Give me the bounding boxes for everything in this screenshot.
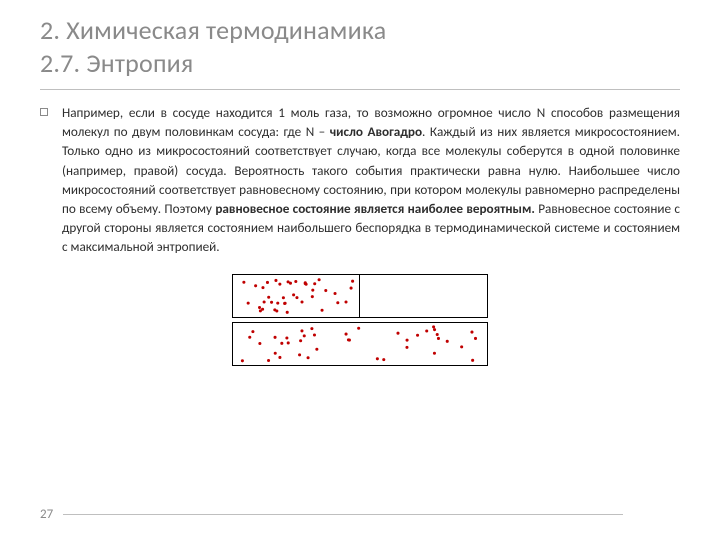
body: Например, если в сосуде находится 1 моль… — [40, 103, 680, 366]
footer: 27 — [40, 507, 623, 522]
slide: 2. Химическая термодинамика 2.7. Энтропи… — [0, 0, 720, 540]
para-bold-2: равновесное состояние является наиболее … — [215, 200, 535, 217]
para-bold-1: число Авогадро — [330, 123, 422, 140]
bullet-square-icon — [40, 108, 48, 116]
figure-box-bottom — [232, 322, 488, 366]
body-paragraph: Например, если в сосуде находится 1 моль… — [62, 103, 680, 256]
figure-box-top-left — [232, 274, 360, 318]
title-line-2: 2.7. Энтропия — [40, 47, 680, 80]
page-number: 27 — [40, 507, 53, 522]
title-line-1: 2. Химическая термодинамика — [40, 14, 680, 47]
figure-top-row — [232, 274, 488, 318]
figure-box-top-right — [360, 274, 488, 318]
title-block: 2. Химическая термодинамика 2.7. Энтропи… — [40, 14, 680, 85]
title-divider — [40, 89, 680, 90]
footer-divider — [63, 514, 623, 515]
entropy-figure — [40, 274, 680, 366]
